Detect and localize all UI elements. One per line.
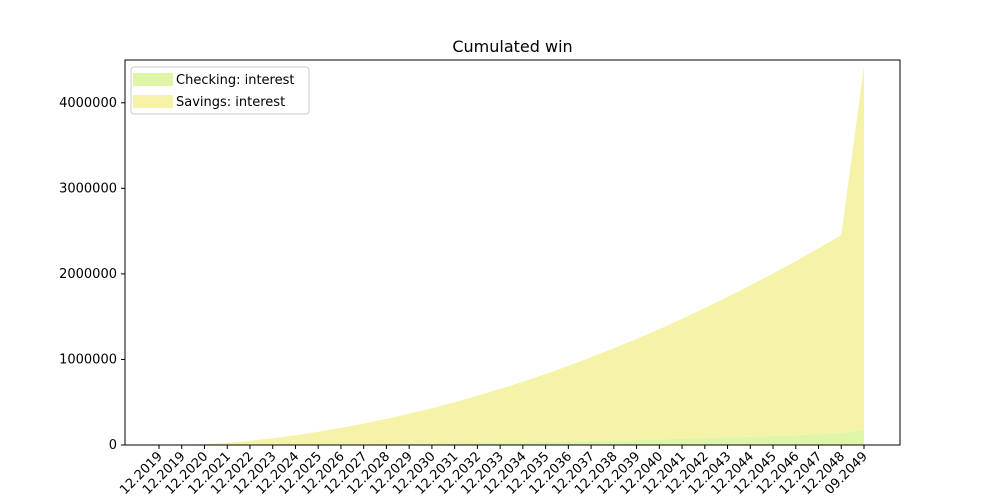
legend-box [130, 66, 310, 115]
chart-title: Cumulated win [452, 37, 572, 56]
legend-label: Checking: interest [176, 73, 294, 88]
y-tick-label: 2000000 [59, 267, 117, 282]
area-series-2 [159, 66, 864, 445]
legend-swatch [133, 73, 173, 86]
legend: Checking: interest Savings: interest [130, 66, 310, 115]
series-areas [159, 66, 864, 445]
y-tick-label: 3000000 [59, 181, 117, 196]
area-series-1 [159, 429, 864, 445]
x-axis: 12.201912.201912.202012.202112.202212.20… [117, 445, 871, 498]
y-axis: 0 1000000 2000000 3000000 4000000 [59, 96, 125, 453]
legend-label: Savings: interest [176, 95, 285, 110]
legend-swatch [133, 95, 173, 108]
plot-frame [124, 59, 901, 446]
y-tick-label: 0 [109, 438, 117, 453]
y-tick-label: 4000000 [59, 96, 117, 111]
y-tick-label: 1000000 [59, 352, 117, 367]
